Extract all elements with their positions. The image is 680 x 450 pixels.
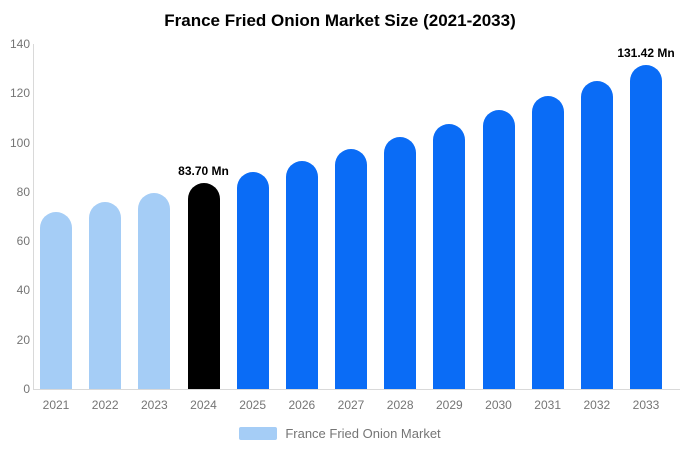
bar-2022[interactable] [89,202,122,389]
y-tick-label-0: 0 [23,382,30,396]
bar-2023[interactable] [138,192,171,389]
y-tick-label-100: 100 [9,135,30,150]
x-tick-label-2026: 2026 [288,398,316,412]
y-axis-line [33,44,34,389]
y-tick-label-60: 60 [16,234,30,249]
bar-2025[interactable] [236,172,269,389]
bar-2033[interactable] [630,65,662,389]
x-tick-label-2022: 2022 [91,398,119,412]
legend-label: France Fried Onion Market [285,426,441,441]
y-tick-label-20: 20 [16,332,30,347]
y-tick-label-140: 140 [9,37,30,51]
bar-2030[interactable] [482,110,515,389]
x-tick-label-2032: 2032 [583,398,611,412]
bar-2026[interactable] [285,160,318,389]
x-tick-label-2023: 2023 [140,398,168,412]
y-tick-label-40: 40 [16,283,30,298]
bar-2024[interactable] [187,182,220,389]
y-tick-label-120: 120 [9,86,30,101]
bar-2029[interactable] [433,123,466,389]
x-tick-label-2030: 2030 [485,398,512,412]
x-tick-label-2028: 2028 [386,398,414,412]
chart-title: France Fried Onion Market Size (2021-203… [164,11,516,30]
bar-2031[interactable] [531,96,564,389]
bar-2021[interactable] [40,211,72,389]
x-tick-label-2031: 2031 [534,398,561,412]
bar-2028[interactable] [384,136,417,389]
x-tick-label-2027: 2027 [337,398,365,412]
bar-2032[interactable] [580,80,613,389]
bar-value-label-2024: 83.70 Mn [178,163,229,178]
x-tick-label-2024: 2024 [190,398,217,412]
bar-2027[interactable] [335,149,367,389]
x-tick-label-2033: 2033 [632,398,660,412]
legend-swatch [239,427,278,440]
x-tick-label-2029: 2029 [435,398,463,412]
y-tick-label-80: 80 [16,184,30,199]
bar-value-label-2033: 131.42 Mn [617,46,675,61]
legend[interactable]: France Fried Onion Market [0,426,680,441]
x-tick-label-2025: 2025 [239,398,266,412]
x-tick-label-2021: 2021 [42,398,70,412]
x-axis-line [33,389,680,390]
